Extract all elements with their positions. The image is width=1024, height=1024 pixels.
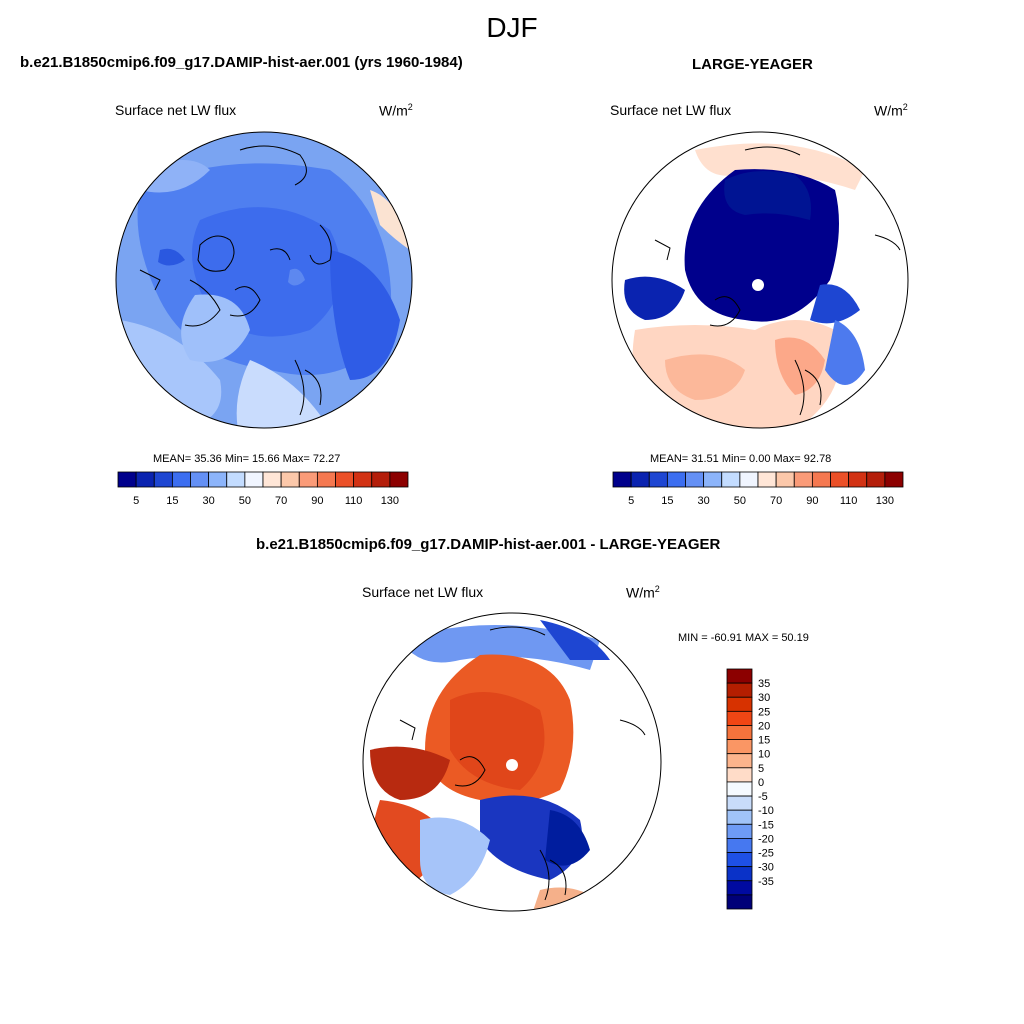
- colorbar-swatch: [612, 471, 632, 488]
- colorbar-swatch: [280, 471, 300, 488]
- colorbar-tick-label: 130: [876, 495, 894, 507]
- colorbar-swatch: [316, 471, 336, 488]
- colorbar-swatch: [726, 880, 753, 896]
- colorbar-tick-label: 35: [758, 678, 770, 690]
- map-panel1: [115, 131, 413, 429]
- colorbar-swatch: [335, 471, 355, 488]
- colorbar-swatch: [153, 471, 173, 488]
- colorbar-swatch: [830, 471, 850, 488]
- colorbar-tick-label: 5: [628, 495, 634, 507]
- panel1-variable: Surface net LW flux: [115, 102, 237, 118]
- colorbar-swatch: [666, 471, 686, 488]
- colorbar-tick-label: -15: [758, 819, 774, 831]
- colorbar-swatch: [703, 471, 723, 488]
- colorbar-tick-label: 15: [166, 495, 178, 507]
- colorbar-swatch: [726, 823, 753, 839]
- map-panel3: [362, 612, 662, 912]
- colorbar-panel3: 35 30 25 20 15 10 5 0 -5 -10 -15 -20 -25 -30 -35: [726, 668, 774, 910]
- colorbar-panel1: 5 15 30 50 70 90 110 130: [117, 471, 409, 507]
- colorbar-swatch: [190, 471, 210, 488]
- colorbar-tick-label: 130: [381, 495, 399, 507]
- colorbar-swatch: [353, 471, 373, 488]
- panel3-variable: Surface net LW flux: [362, 584, 484, 600]
- colorbar-swatch: [726, 866, 753, 882]
- panel1-units: W/m2: [379, 102, 413, 119]
- panel2-variable: Surface net LW flux: [610, 102, 732, 118]
- colorbar-tick-label: 5: [758, 763, 764, 775]
- colorbar-swatch: [721, 471, 741, 488]
- colorbar-swatch: [757, 471, 777, 488]
- colorbar-tick-label: 15: [661, 495, 673, 507]
- colorbar-swatch: [739, 471, 759, 488]
- colorbar-tick-label: 30: [758, 692, 770, 704]
- colorbar-swatch: [648, 471, 668, 488]
- colorbar-swatch: [726, 668, 753, 684]
- colorbar-swatch: [244, 471, 264, 488]
- colorbar-swatch: [117, 471, 137, 488]
- colorbar-swatch: [389, 471, 409, 488]
- colorbar-panel2: 5 15 30 50 70 90 110 130: [612, 471, 904, 507]
- colorbar-tick-label: 90: [806, 495, 818, 507]
- colorbar-swatch: [726, 852, 753, 868]
- colorbar-tick-label: 5: [133, 495, 139, 507]
- colorbar-swatch: [793, 471, 813, 488]
- colorbar-tick-label: -5: [758, 791, 768, 803]
- colorbar-swatch: [726, 710, 753, 726]
- colorbar-swatch: [208, 471, 228, 488]
- panel2-stats: MEAN= 31.51 Min= 0.00 Max= 92.78: [650, 453, 832, 465]
- colorbar-tick-label: 15: [758, 735, 770, 747]
- colorbar-tick-label: 70: [275, 495, 287, 507]
- colorbar-swatch: [726, 809, 753, 825]
- colorbar-tick-label: -25: [758, 848, 774, 860]
- colorbar-tick-label: -10: [758, 805, 774, 817]
- colorbar-tick-label: 110: [840, 495, 858, 507]
- panel3-title: b.e21.B1850cmip6.f09_g17.DAMIP-hist-aer.…: [256, 536, 721, 553]
- map-panel2: [611, 131, 909, 429]
- colorbar-swatch: [262, 471, 282, 488]
- colorbar-tick-label: 25: [758, 706, 770, 718]
- colorbar-swatch: [298, 471, 318, 488]
- colorbar-tick-label: 30: [203, 495, 215, 507]
- colorbar-tick-label: 50: [734, 495, 746, 507]
- colorbar-swatch: [171, 471, 191, 488]
- colorbar-swatch: [848, 471, 868, 488]
- colorbar-tick-label: 50: [239, 495, 251, 507]
- panel1-title: b.e21.B1850cmip6.f09_g17.DAMIP-hist-aer.…: [20, 54, 463, 71]
- colorbar-tick-label: -20: [758, 833, 774, 845]
- panel1-stats: MEAN= 35.36 Min= 15.66 Max= 72.27: [153, 453, 341, 465]
- panel2-title: LARGE-YEAGER: [692, 56, 813, 73]
- colorbar-swatch: [884, 471, 904, 488]
- colorbar-swatch: [726, 767, 753, 783]
- colorbar-swatch: [685, 471, 705, 488]
- colorbar-swatch: [726, 781, 753, 797]
- colorbar-tick-label: 20: [758, 720, 770, 732]
- colorbar-swatch: [726, 894, 753, 910]
- colorbar-swatch: [726, 795, 753, 811]
- colorbar-swatch: [866, 471, 886, 488]
- colorbar-tick-label: 70: [770, 495, 782, 507]
- colorbar-swatch: [811, 471, 831, 488]
- season-title: DJF: [486, 12, 538, 43]
- colorbar-tick-label: 0: [758, 777, 764, 789]
- colorbar-swatch: [726, 725, 753, 740]
- panel3-stats: MIN = -60.91 MAX = 50.19: [678, 632, 809, 644]
- colorbar-swatch: [726, 682, 753, 698]
- colorbar-swatch: [135, 471, 155, 488]
- colorbar-swatch: [371, 471, 391, 488]
- colorbar-swatch: [726, 838, 753, 853]
- colorbar-tick-label: -35: [758, 876, 774, 888]
- colorbar-tick-label: 110: [345, 495, 363, 507]
- colorbar-swatch: [726, 696, 753, 712]
- colorbar-tick-label: 30: [698, 495, 710, 507]
- colorbar-swatch: [775, 471, 795, 488]
- colorbar-swatch: [726, 753, 753, 769]
- colorbar-tick-label: -30: [758, 862, 774, 874]
- colorbar-tick-label: 90: [311, 495, 323, 507]
- colorbar-swatch: [226, 471, 246, 488]
- panel3-units: W/m2: [626, 584, 660, 601]
- colorbar-swatch: [630, 471, 650, 488]
- colorbar-tick-label: 10: [758, 749, 770, 761]
- panel2-units: W/m2: [874, 102, 908, 119]
- colorbar-swatch: [726, 739, 753, 755]
